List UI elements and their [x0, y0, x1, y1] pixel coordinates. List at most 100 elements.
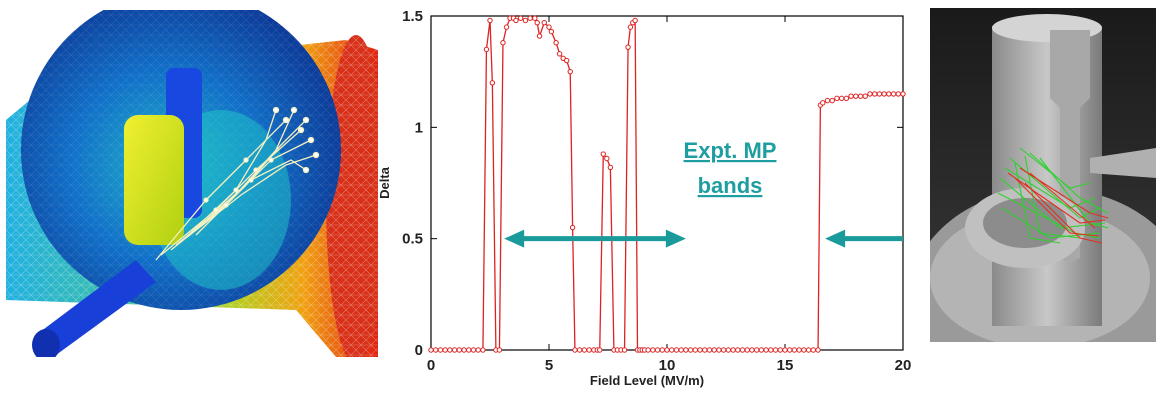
data-point [862, 93, 868, 99]
data-point [470, 347, 477, 353]
data-point [777, 347, 783, 353]
arrow-head [665, 229, 686, 248]
data-point [744, 347, 750, 353]
data-point [725, 347, 732, 353]
data-point [890, 91, 897, 97]
data-point [433, 347, 439, 353]
data-point [900, 91, 906, 97]
data-point [810, 347, 817, 353]
data-point [569, 224, 576, 231]
data-point [548, 28, 555, 35]
data-point [801, 347, 807, 353]
data-point [895, 91, 901, 97]
data-point [758, 347, 765, 353]
data-point [513, 17, 519, 24]
data-point [716, 347, 722, 353]
left-simulation-image [6, 0, 386, 365]
data-point [466, 347, 472, 353]
data-point [871, 91, 878, 97]
series-line [431, 17, 903, 351]
annotation-line-2: bands [698, 173, 763, 198]
y-tick-label: 0.5 [402, 231, 423, 248]
data-point [564, 57, 570, 64]
data-point [749, 347, 755, 353]
data-point [600, 151, 606, 157]
data-point [625, 44, 631, 50]
data-point [442, 347, 448, 353]
data-point [720, 347, 727, 353]
data-point [730, 347, 736, 353]
data-point [791, 347, 798, 353]
data-point [576, 347, 583, 353]
data-point [475, 347, 481, 353]
data-point [805, 347, 812, 353]
x-tick-label: 15 [777, 357, 794, 374]
data-point [867, 91, 873, 97]
data-point [553, 40, 559, 46]
x-tick-label: 20 [895, 357, 912, 374]
delta-vs-field-chart: 0 5 10 15 20 0 0.5 1 1.5 Field Level (MV/m) Delta … [370, 0, 930, 393]
data-point [829, 97, 835, 104]
data-point [621, 347, 628, 353]
data-point [532, 15, 538, 21]
data-point [456, 347, 463, 353]
data-point [607, 164, 614, 171]
data-point [669, 347, 675, 353]
data-point [772, 347, 779, 353]
data-point [627, 24, 634, 30]
data-point [654, 347, 661, 353]
data-point [673, 347, 680, 353]
data-point [604, 155, 610, 162]
data-point [683, 347, 689, 353]
data-point [735, 347, 741, 353]
data-point [496, 347, 503, 353]
data-point [768, 347, 774, 353]
data-point [820, 100, 826, 106]
data-point [834, 95, 840, 102]
data-point [659, 347, 665, 353]
x-tick-label: 5 [545, 357, 553, 374]
data-point [796, 347, 802, 353]
data-point [632, 17, 638, 24]
data-point [697, 347, 703, 353]
data-point [782, 347, 788, 353]
data-point [843, 95, 850, 102]
data-point [546, 24, 552, 30]
data-point [567, 68, 573, 75]
arrow-head [504, 229, 525, 248]
data-point [702, 347, 708, 353]
data-point [853, 93, 859, 99]
data-point [572, 347, 578, 353]
y-tick-label: 1 [415, 119, 423, 136]
data-point [886, 91, 892, 97]
data-point [500, 40, 506, 46]
x-tick-label: 10 [659, 357, 676, 374]
data-point [763, 347, 769, 353]
data-point [787, 347, 793, 353]
data-point [650, 347, 656, 353]
y-tick-label: 1.5 [402, 8, 423, 25]
data-point [815, 347, 821, 353]
data-point [489, 80, 496, 86]
data-point [824, 97, 831, 104]
data-point [739, 347, 746, 353]
x-tick-label: 0 [427, 357, 435, 374]
y-tick-label: 0 [415, 342, 423, 359]
data-point [687, 347, 694, 353]
data-point [480, 347, 486, 353]
data-point [706, 347, 713, 353]
data-point [597, 347, 603, 353]
data-point [881, 91, 887, 97]
data-point [857, 93, 864, 99]
data-point [541, 19, 547, 26]
data-point [876, 91, 883, 97]
x-axis-label: Field Level (MV/m) [590, 373, 704, 388]
data-point [838, 95, 845, 102]
data-point [534, 19, 540, 26]
data-point [645, 347, 651, 353]
coupler-render-graphic [910, 8, 1159, 398]
data-point [461, 347, 467, 353]
cavity-render-graphic [6, 0, 386, 365]
data-point [517, 15, 524, 21]
